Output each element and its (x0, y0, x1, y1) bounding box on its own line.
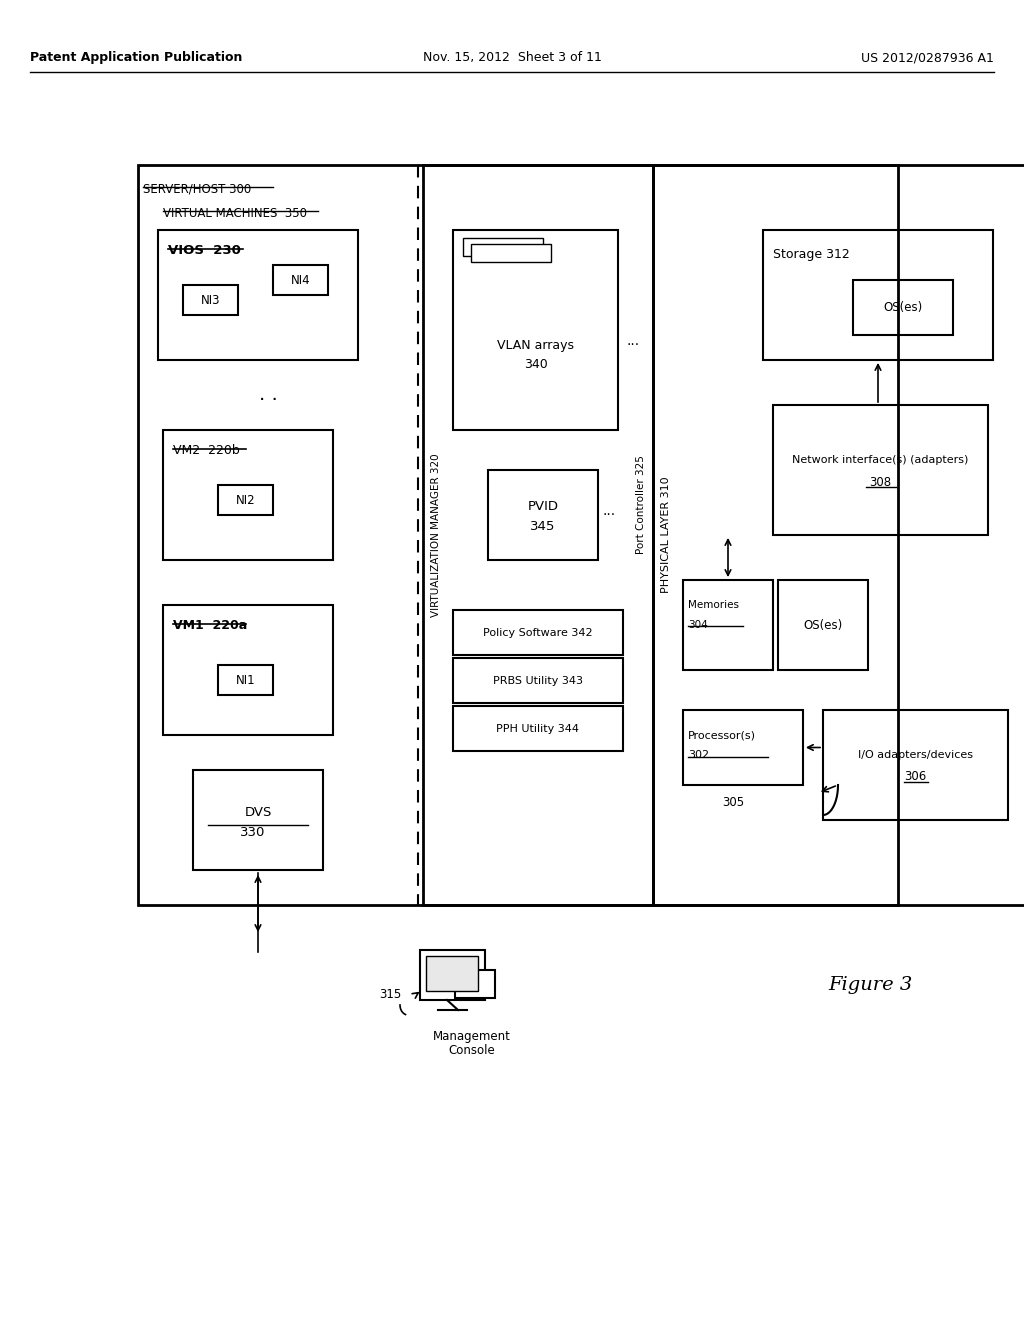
Text: 345: 345 (530, 520, 556, 533)
Text: Patent Application Publication: Patent Application Publication (30, 51, 243, 65)
Text: Processor(s): Processor(s) (688, 730, 756, 741)
Bar (453, 610, 623, 655)
Bar (853, 280, 953, 335)
Bar (163, 430, 333, 560)
Text: VM2  220b: VM2 220b (173, 444, 240, 457)
Bar (763, 230, 993, 360)
Text: Figure 3: Figure 3 (827, 975, 912, 994)
Text: 315: 315 (379, 989, 401, 1002)
Text: OS(es): OS(es) (804, 619, 843, 631)
Text: PVID: PVID (527, 500, 558, 513)
Text: SERVER/HOST 300: SERVER/HOST 300 (143, 183, 251, 195)
Bar (488, 470, 598, 560)
Text: Port Controller 325: Port Controller 325 (636, 455, 646, 554)
Text: 340: 340 (523, 359, 548, 371)
Text: ···: ··· (626, 338, 639, 352)
Bar (683, 579, 773, 671)
Text: NI3: NI3 (201, 293, 220, 306)
Text: VIRTUAL MACHINES  350: VIRTUAL MACHINES 350 (163, 207, 307, 220)
Bar (471, 244, 551, 261)
Bar (163, 605, 333, 735)
Text: 305: 305 (722, 796, 744, 809)
Bar (158, 230, 358, 360)
Bar (420, 950, 485, 1001)
Text: 304: 304 (688, 620, 708, 630)
Text: Policy Software 342: Policy Software 342 (483, 627, 593, 638)
Bar (455, 970, 495, 998)
Text: Memories: Memories (688, 601, 739, 610)
Text: Network interface(s) (adapters): Network interface(s) (adapters) (793, 455, 969, 465)
Bar (193, 770, 323, 870)
Text: Management: Management (433, 1030, 511, 1043)
Text: VLAN arrays: VLAN arrays (497, 338, 574, 351)
Bar (423, 165, 653, 906)
Text: Storage 312: Storage 312 (773, 248, 850, 261)
Text: 308: 308 (869, 475, 892, 488)
Bar (453, 657, 623, 704)
Text: I/O adapters/devices: I/O adapters/devices (858, 750, 973, 760)
Bar (218, 665, 273, 696)
Text: PRBS Utility 343: PRBS Utility 343 (493, 676, 583, 685)
Text: VM1  220a: VM1 220a (173, 619, 247, 632)
Bar (218, 484, 273, 515)
Text: NI1: NI1 (236, 673, 255, 686)
Text: PHYSICAL LAYER 310: PHYSICAL LAYER 310 (662, 477, 671, 593)
Text: · ·: · · (259, 391, 278, 409)
Text: 306: 306 (904, 771, 927, 784)
Text: Console: Console (449, 1044, 496, 1057)
Text: OS(es): OS(es) (884, 301, 923, 314)
Bar (773, 405, 988, 535)
Text: Nov. 15, 2012  Sheet 3 of 11: Nov. 15, 2012 Sheet 3 of 11 (423, 51, 601, 65)
Text: 330: 330 (241, 825, 265, 838)
Text: NI2: NI2 (236, 494, 255, 507)
Bar (273, 265, 328, 294)
Bar (683, 710, 803, 785)
Text: NI4: NI4 (291, 273, 310, 286)
Bar (453, 706, 623, 751)
Text: VIRTUALIZATION MANAGER 320: VIRTUALIZATION MANAGER 320 (431, 453, 441, 616)
Text: US 2012/0287936 A1: US 2012/0287936 A1 (861, 51, 994, 65)
Bar (183, 285, 238, 315)
Text: 302: 302 (688, 750, 710, 760)
Bar (823, 710, 1008, 820)
Text: VIOS  230: VIOS 230 (168, 244, 241, 257)
Bar (426, 956, 478, 991)
Bar (463, 238, 543, 256)
Bar (138, 165, 898, 906)
Text: ···: ··· (603, 508, 616, 521)
Bar (453, 230, 618, 430)
Bar (778, 579, 868, 671)
Bar (653, 165, 1024, 906)
Text: DVS: DVS (245, 805, 271, 818)
Text: PPH Utility 344: PPH Utility 344 (497, 723, 580, 734)
